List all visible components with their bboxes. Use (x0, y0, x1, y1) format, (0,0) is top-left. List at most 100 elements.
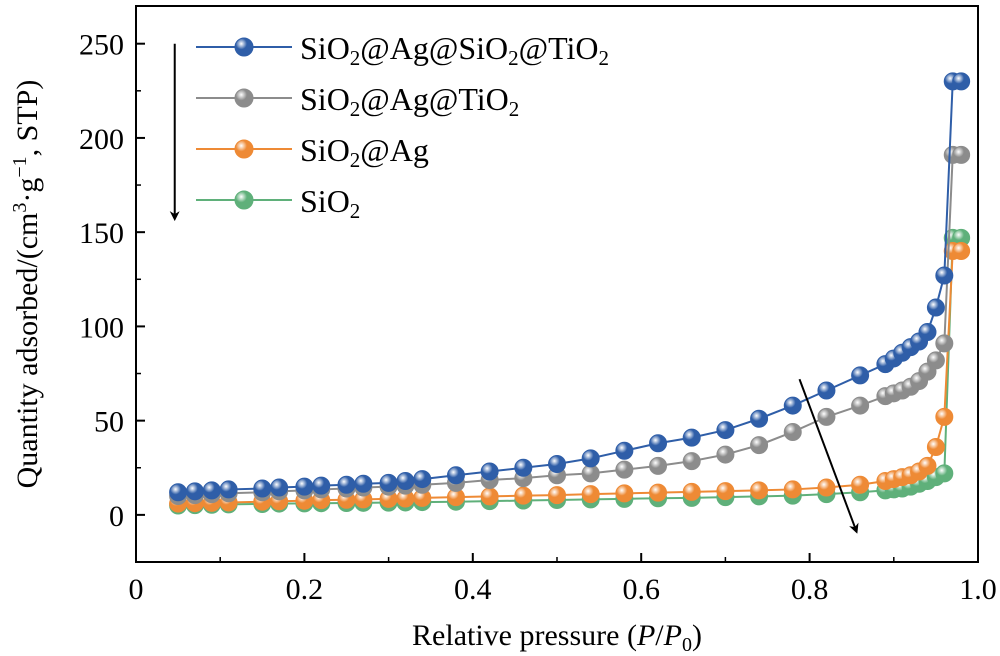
axes: 0 0.2 0.4 0.6 0.8 1.0 0 50 100 150 200 250 (79, 5, 997, 606)
x-label-p0: P (663, 619, 682, 652)
data-point (918, 323, 937, 342)
series-line (178, 236, 962, 507)
data-point (716, 482, 735, 501)
x-label-text: Relative pressure ( (412, 619, 637, 652)
data-point (935, 334, 954, 353)
data-point (750, 409, 769, 428)
legend-text-part: @Ag (360, 132, 429, 168)
y-label-sup: 3 (9, 203, 31, 213)
axis-labels: Relative pressure (P/P0) Quantity adsorbe… (9, 80, 702, 656)
data-point (783, 396, 802, 415)
data-point (750, 481, 769, 500)
data-point (581, 485, 600, 504)
legend-text-part: SiO (300, 132, 350, 168)
data-point (548, 486, 566, 505)
data-point (396, 471, 415, 490)
legend-item: SiO2 (196, 183, 360, 223)
data-point (682, 482, 701, 501)
x-tick-label: 0.8 (791, 573, 829, 606)
y-tick-label: 0 (109, 500, 124, 533)
y-label-close: , STP) (11, 80, 44, 157)
x-label-slash: / (655, 619, 664, 652)
x-label-p: P (636, 619, 655, 652)
series-SiO2 (169, 228, 971, 515)
legend-text-part: @Ag@TiO (360, 81, 508, 117)
data-point (581, 464, 600, 483)
legend-label: SiO2 (300, 183, 360, 223)
legend-text-part: SiO (300, 183, 350, 219)
y-label-mid: ·g (11, 178, 44, 203)
series-line (178, 153, 962, 498)
legend-marker (234, 190, 254, 210)
data-point (581, 449, 600, 468)
data-point (952, 145, 971, 164)
data-point (851, 366, 870, 385)
data-point (253, 479, 272, 498)
y-axis-label: Quantity adsorbed/(cm3·g−1, STP) (9, 80, 44, 489)
data-point (918, 456, 937, 475)
y-tick-label: 100 (79, 311, 124, 344)
x-tick-label: 0.6 (622, 573, 660, 606)
data-point (716, 445, 735, 464)
arrow-layer (169, 43, 859, 534)
data-point (480, 462, 499, 481)
y-tick-label: 150 (79, 217, 124, 250)
data-point (851, 396, 870, 415)
y-label-text: Quantity adsorbed/(cm (11, 213, 44, 489)
data-point (354, 474, 373, 493)
subscript: 2 (350, 199, 361, 223)
data-point (446, 466, 465, 485)
data-point (295, 477, 314, 496)
data-point (926, 438, 945, 457)
data-point (926, 351, 945, 370)
data-point (952, 242, 971, 261)
data-point (716, 421, 735, 440)
series-line (178, 250, 962, 505)
data-point (615, 460, 634, 479)
y-tick-label: 50 (94, 406, 124, 439)
y-tick-label: 200 (79, 123, 124, 156)
data-point (270, 478, 289, 497)
data-point (682, 452, 701, 471)
subscript: 2 (599, 46, 610, 70)
subscript: 2 (350, 97, 361, 121)
data-point (337, 475, 356, 494)
x-tick-label: 0 (129, 573, 144, 606)
data-point (514, 486, 533, 505)
legend-marker (234, 37, 254, 57)
data-point (413, 470, 432, 489)
data-point (851, 475, 870, 494)
legend-text-part: SiO (300, 81, 350, 117)
subscript: 2 (508, 46, 519, 70)
legend-label: SiO2@Ag@TiO2 (300, 81, 519, 121)
x-axis-label: Relative pressure (P/P0) (412, 619, 702, 656)
data-point (935, 407, 954, 426)
subscript: 2 (350, 148, 361, 172)
data-point (312, 476, 331, 495)
data-point (817, 478, 836, 497)
x-tick-label: 0.2 (286, 573, 324, 606)
data-point (480, 487, 499, 506)
x-label-sub: 0 (682, 634, 692, 656)
data-point (649, 483, 668, 502)
data-point (202, 481, 221, 500)
legend-item: SiO2@Ag@TiO2 (196, 81, 519, 121)
data-point (783, 480, 802, 499)
data-point (615, 441, 634, 460)
legend-label: SiO2@Ag@SiO2@TiO2 (300, 30, 609, 70)
data-point (926, 298, 945, 317)
legend-text-part: @TiO (519, 30, 599, 66)
legend-text-part: @Ag@SiO (360, 30, 508, 66)
data-point (750, 436, 769, 455)
y-label-sup: −1 (9, 156, 31, 177)
series-line (178, 80, 962, 494)
legend-label: SiO2@Ag (300, 132, 429, 172)
data-point (783, 422, 802, 441)
data-point (649, 434, 668, 453)
trend-arrow (798, 378, 859, 534)
subscript: 2 (350, 46, 361, 70)
legend-text-part: SiO (300, 30, 350, 66)
data-point (952, 72, 971, 91)
